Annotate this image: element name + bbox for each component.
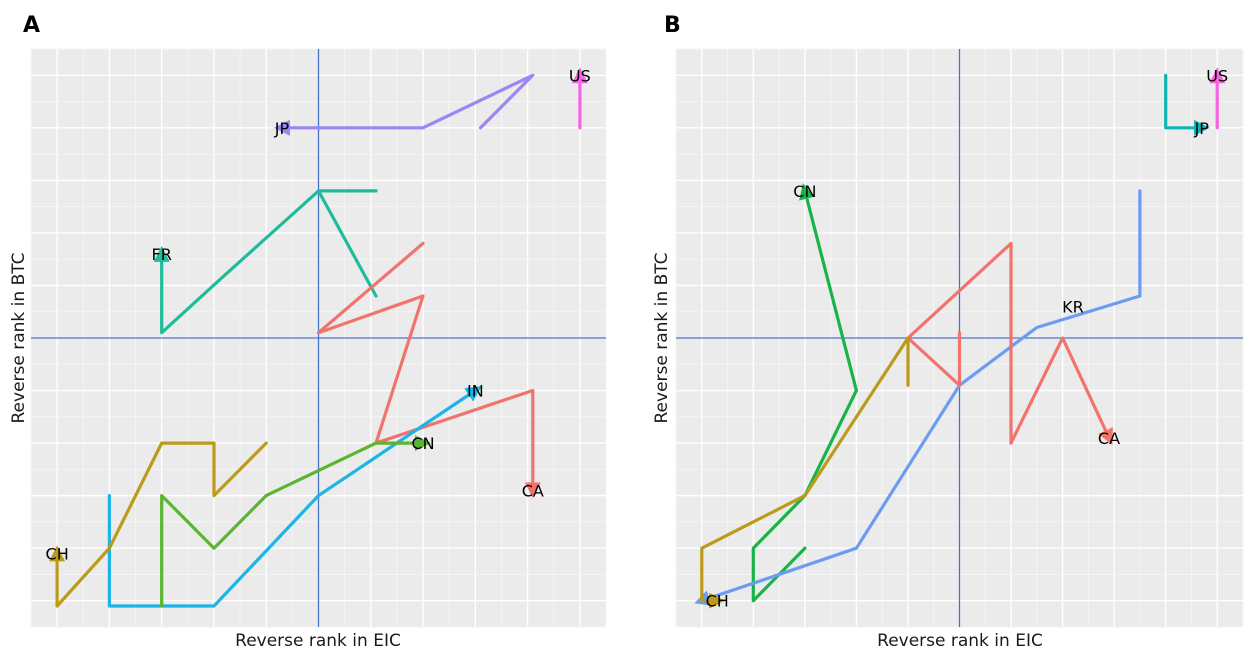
series-label-kr: KR — [1062, 297, 1084, 316]
x-axis-title-b: Reverse rank in EIC — [877, 631, 1043, 651]
panel-b: US JP CN KR CA CH — [675, 48, 1244, 628]
series-label-cn: CN — [411, 434, 434, 453]
series-line-ca — [316, 241, 541, 499]
x-axis-title-a: Reverse rank in EIC — [235, 631, 401, 651]
series-label-jp: JP — [274, 119, 290, 138]
panel-letter-a: A — [23, 13, 40, 38]
series-label-cn: CN — [793, 182, 816, 201]
series-line-fr — [153, 189, 378, 335]
series-line-in — [107, 386, 482, 608]
series-line-jp — [1164, 73, 1210, 136]
series-label-us: US — [569, 66, 591, 85]
series-line-kr — [694, 189, 1142, 606]
series-label-ch: CH — [706, 592, 729, 611]
y-axis-title-a: Reverse rank in BTC — [9, 253, 29, 424]
y-axis-title-b: Reverse rank in BTC — [652, 253, 672, 424]
series-label-ca: CA — [1098, 429, 1120, 448]
series-line-ch — [700, 336, 910, 609]
panel-letter-b: B — [664, 13, 681, 38]
series-line-jp — [273, 73, 535, 136]
series-label-jp: JP — [1194, 119, 1210, 138]
series-label-us: US — [1206, 66, 1228, 85]
panel-a: US JP FR CA IN CN CH — [30, 48, 607, 628]
series-line-cn — [751, 183, 859, 603]
series-label-ch: CH — [46, 544, 69, 563]
series-label-in: IN — [467, 382, 484, 401]
series-label-ca: CA — [522, 481, 544, 500]
series-line-ca — [906, 241, 1113, 446]
series-line-cn — [160, 435, 431, 608]
series-label-fr: FR — [152, 245, 172, 264]
series-line-ch — [49, 441, 268, 608]
